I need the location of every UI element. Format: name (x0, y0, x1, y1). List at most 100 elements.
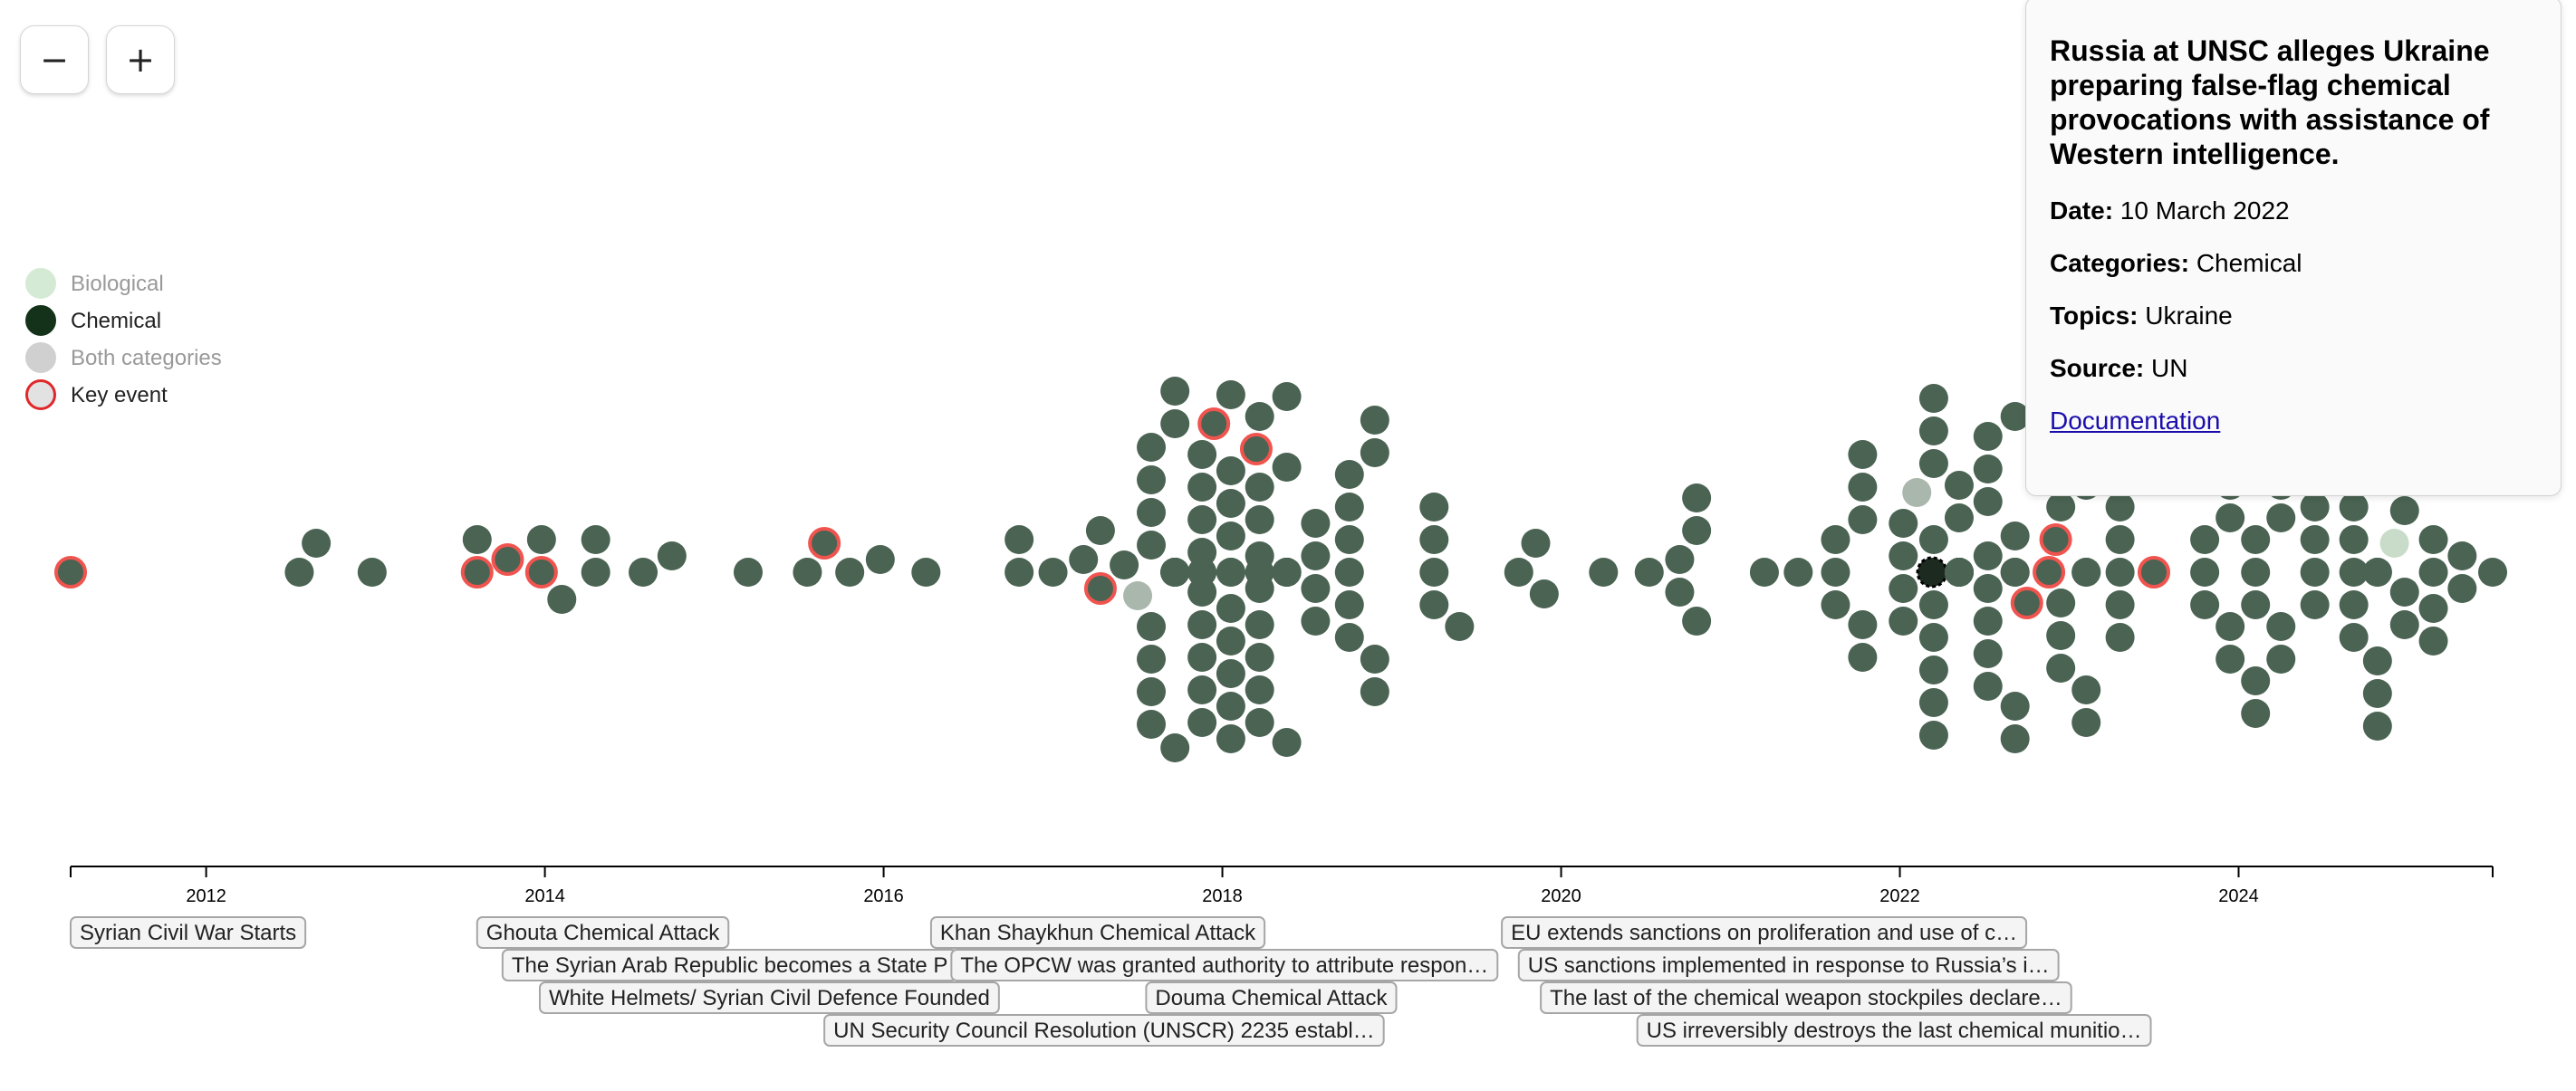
event-dot[interactable] (1245, 473, 1274, 502)
event-dot[interactable] (2190, 590, 2220, 619)
event-dot[interactable] (1272, 728, 1302, 757)
event-dot[interactable] (1944, 471, 1974, 500)
annotation-label[interactable]: The last of the chemical weapon stockpil… (1540, 981, 2072, 1014)
event-dot[interactable] (2105, 525, 2135, 554)
zoom-out-button[interactable]: − (20, 25, 89, 94)
event-dot[interactable] (1419, 590, 1449, 619)
event-dot-key[interactable] (524, 556, 558, 589)
annotation-label[interactable]: Khan Shaykhun Chemical Attack (929, 916, 1266, 949)
event-dot[interactable] (462, 525, 492, 554)
event-dot[interactable] (2071, 708, 2101, 737)
event-dot[interactable] (2266, 645, 2296, 674)
event-dot[interactable] (1160, 377, 1190, 406)
event-dot[interactable] (1216, 558, 1245, 587)
annotation-label[interactable]: Ghouta Chemical Attack (476, 916, 730, 949)
event-dot[interactable] (581, 525, 610, 554)
event-dot[interactable] (2362, 646, 2392, 675)
event-dot[interactable] (1848, 473, 1878, 502)
legend-item-key-event[interactable]: Key event (25, 378, 261, 414)
event-dot[interactable] (357, 558, 387, 587)
event-dot[interactable] (2000, 558, 2030, 587)
event-dot[interactable] (657, 541, 687, 570)
event-dot[interactable] (2000, 402, 2030, 431)
event-dot[interactable] (1682, 607, 1712, 636)
event-dot[interactable] (1272, 453, 1302, 482)
event-dot[interactable] (1973, 639, 2003, 668)
annotation-label[interactable]: UN Security Council Resolution (UNSCR) 2… (823, 1014, 1385, 1047)
event-dot-key[interactable] (460, 556, 494, 589)
event-dot[interactable] (1973, 455, 2003, 483)
event-dot[interactable] (1360, 406, 1389, 435)
event-dot[interactable] (1889, 509, 1918, 538)
event-dot-key[interactable] (491, 543, 524, 576)
event-dot-key[interactable] (54, 556, 87, 589)
event-dot[interactable] (1069, 545, 1099, 574)
event-dot[interactable] (2362, 712, 2392, 741)
event-dot[interactable] (2216, 612, 2245, 641)
event-dot-key[interactable] (1083, 572, 1117, 605)
event-dot[interactable] (1216, 489, 1245, 518)
event-dot[interactable] (1973, 422, 2003, 451)
event-dot[interactable] (1848, 643, 1878, 672)
event-dot-both[interactable] (1902, 478, 1932, 507)
event-dot[interactable] (1245, 708, 1274, 737)
event-dot[interactable] (2447, 574, 2477, 603)
annotation-label[interactable]: US sanctions implemented in response to … (1517, 949, 2060, 981)
event-dot[interactable] (547, 585, 577, 614)
event-dot[interactable] (1334, 623, 1364, 652)
annotation-label[interactable]: The Syrian Arab Republic becomes a State… (501, 949, 958, 981)
event-dot[interactable] (1187, 440, 1217, 469)
annotation-label[interactable]: White Helmets/ Syrian Civil Defence Foun… (538, 981, 1000, 1014)
event-dot-key[interactable] (2010, 587, 2043, 619)
event-dot[interactable] (1821, 525, 1850, 554)
event-dot[interactable] (1216, 456, 1245, 485)
event-dot[interactable] (1301, 541, 1331, 570)
event-dot[interactable] (581, 558, 610, 587)
event-dot[interactable] (2046, 654, 2076, 683)
event-dot[interactable] (2241, 525, 2271, 554)
event-dot[interactable] (1301, 509, 1331, 538)
event-dot[interactable] (1004, 525, 1034, 554)
event-dot[interactable] (2071, 675, 2101, 704)
event-dot[interactable] (2300, 558, 2330, 587)
event-dot[interactable] (1918, 656, 1948, 684)
event-dot[interactable] (1085, 516, 1115, 545)
event-dot[interactable] (1445, 612, 1475, 641)
event-dot[interactable] (2105, 623, 2135, 652)
event-dot[interactable] (1783, 558, 1813, 587)
event-dot[interactable] (1216, 522, 1245, 550)
event-dot[interactable] (2339, 590, 2369, 619)
annotation-label[interactable]: Syrian Civil War Starts (70, 916, 307, 949)
event-dot[interactable] (1848, 505, 1878, 534)
event-dot[interactable] (1334, 460, 1364, 489)
event-dot[interactable] (1821, 590, 1850, 619)
event-dot[interactable] (1187, 473, 1217, 502)
event-dot-biological[interactable] (2379, 529, 2409, 558)
event-dot[interactable] (1137, 498, 1167, 527)
event-dot[interactable] (1973, 541, 2003, 570)
event-dot[interactable] (2266, 612, 2296, 641)
event-dot[interactable] (1918, 384, 1948, 413)
event-dot[interactable] (733, 558, 763, 587)
event-dot[interactable] (629, 558, 658, 587)
event-dot[interactable] (1973, 672, 2003, 701)
event-dot[interactable] (1334, 525, 1364, 554)
event-dot[interactable] (1334, 590, 1364, 619)
event-dot[interactable] (1187, 643, 1217, 672)
event-dot[interactable] (2000, 692, 2030, 721)
event-dot[interactable] (1848, 440, 1878, 469)
event-dot[interactable] (1589, 558, 1619, 587)
event-dot[interactable] (1137, 645, 1167, 674)
event-dot-key[interactable] (1239, 433, 1273, 465)
event-dot[interactable] (526, 525, 556, 554)
event-dot[interactable] (2389, 496, 2419, 525)
event-dot[interactable] (1973, 487, 2003, 516)
event-dot[interactable] (2339, 623, 2369, 652)
event-dot[interactable] (2000, 724, 2030, 753)
event-dot[interactable] (2362, 679, 2392, 708)
annotation-label[interactable]: EU extends sanctions on proliferation an… (1501, 916, 2028, 949)
event-dot[interactable] (1137, 465, 1167, 494)
event-dot[interactable] (1245, 402, 1274, 431)
event-dot[interactable] (2418, 525, 2448, 554)
event-dot-key[interactable] (2039, 523, 2072, 556)
